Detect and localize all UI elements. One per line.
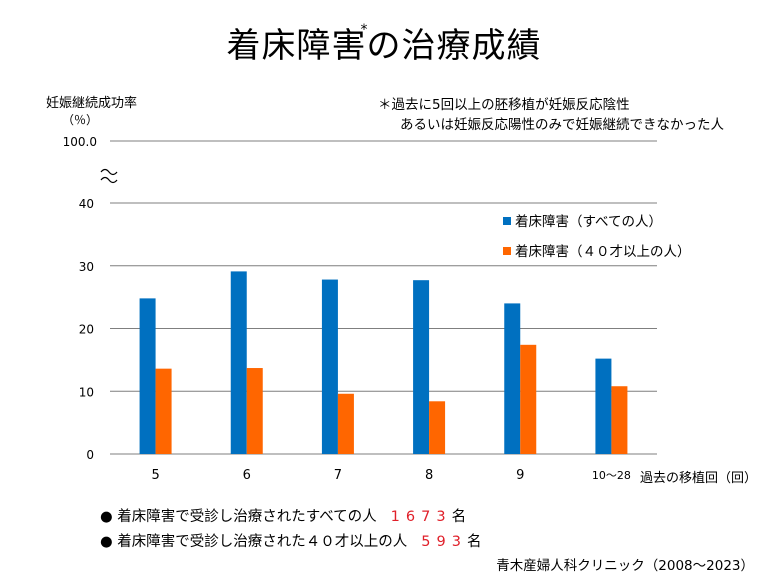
- bar: [246, 368, 263, 454]
- bar: [595, 358, 612, 454]
- chart-title: 着床障害 * の治療成績: [0, 18, 768, 67]
- title-asterisk: *: [360, 22, 369, 38]
- summary-count-all: 1673: [390, 509, 452, 525]
- x-tick-label: 10〜28: [592, 469, 631, 482]
- y-axis-label: 妊娠継続成功率: [46, 96, 138, 111]
- bar: [139, 298, 156, 454]
- y-tick-label: 30: [79, 260, 94, 274]
- bar: [321, 279, 338, 454]
- legend-label-all: 着床障害（すべての人）: [515, 214, 663, 230]
- footnote-line-2: あるいは妊娠反応陽性のみで妊娠継続できなかった人: [400, 117, 724, 133]
- legend-swatch-orange: [503, 247, 511, 255]
- y-tick-label: 40: [79, 197, 94, 211]
- bar: [504, 303, 521, 454]
- bar: [520, 344, 537, 454]
- x-axis-label: 過去の移植回（回）: [640, 471, 758, 486]
- legend-label-40plus: 着床障害（４０才以上の人）: [515, 244, 691, 260]
- bar: [413, 280, 430, 454]
- x-tick-label: 9: [516, 468, 524, 483]
- y-tick-label: 20: [79, 323, 94, 337]
- title-main: 着床障害 *: [226, 22, 369, 66]
- footnote-line-1: ＊過去に5回以上の胚移植が妊娠反応陰性: [378, 97, 630, 113]
- summary-line-all: ● 着床障害で受診し治療されたすべての人 1673名: [100, 505, 466, 526]
- summary-text-40plus: ● 着床障害で受診し治療された４０才以上の人: [100, 534, 408, 550]
- y-axis-unit: （％）: [62, 113, 99, 127]
- source-credit: 青木産婦人科クリニック（2008〜2023）: [496, 558, 754, 574]
- summary-unit-40plus: 名: [466, 534, 482, 550]
- bar: [230, 271, 247, 454]
- legend-item-all: 着床障害（すべての人）: [503, 210, 662, 230]
- summary-count-40plus: 593: [421, 534, 467, 550]
- y-tick-label: 10: [79, 385, 94, 399]
- bar: [155, 368, 172, 454]
- x-tick-label: 6: [243, 468, 251, 483]
- summary-line-40plus: ● 着床障害で受診し治療された４０才以上の人 593名: [100, 530, 481, 551]
- summary-text-all: ● 着床障害で受診し治療されたすべての人: [100, 509, 377, 525]
- axis-break-icon: [100, 168, 118, 184]
- bar: [429, 401, 446, 454]
- x-tick-label: 5: [151, 468, 159, 483]
- bar: [611, 386, 628, 454]
- legend-item-40plus: 着床障害（４０才以上の人）: [503, 240, 691, 260]
- title-rest: の治療成績: [366, 26, 542, 66]
- x-tick-label: 8: [425, 468, 433, 483]
- y-tick-label: 100.0: [63, 135, 97, 149]
- summary-unit-all: 名: [451, 509, 467, 525]
- bar: [337, 393, 354, 454]
- y-tick-label: 0: [86, 448, 94, 462]
- x-tick-label: 7: [334, 468, 342, 483]
- legend-swatch-blue: [503, 217, 511, 225]
